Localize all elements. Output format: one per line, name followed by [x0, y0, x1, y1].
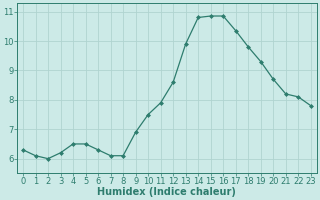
X-axis label: Humidex (Indice chaleur): Humidex (Indice chaleur)	[98, 187, 236, 197]
